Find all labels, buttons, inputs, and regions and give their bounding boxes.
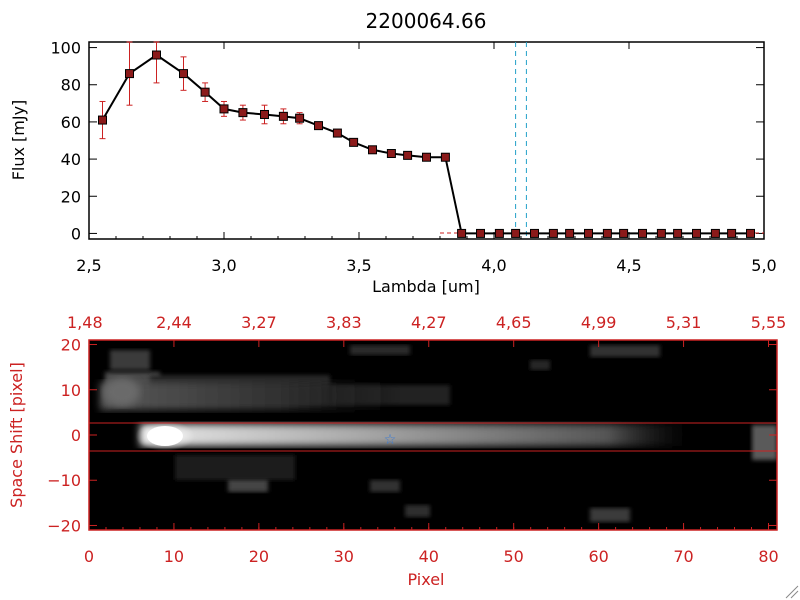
wavelength-tick-label: 3,27 — [241, 313, 277, 332]
pixel-tick-label: 0 — [84, 547, 94, 566]
data-point — [349, 137, 359, 147]
data-point — [368, 145, 377, 155]
wavelength-tick-label: 1,48 — [67, 313, 103, 332]
pixel-tick-label: 80 — [758, 547, 778, 566]
wavelength-tick-label: 3,83 — [326, 313, 362, 332]
data-point — [200, 87, 210, 97]
data-point — [238, 108, 248, 118]
space-shift-axis-label: Space Shift [pixel] — [7, 362, 26, 508]
data-point — [565, 228, 575, 238]
data-point — [494, 228, 504, 238]
data-point — [98, 115, 107, 125]
data-point — [602, 228, 612, 238]
data-point — [727, 228, 737, 238]
top-y-tick-label: 40 — [61, 150, 81, 169]
wavelength-tick-label: 2,44 — [156, 313, 192, 332]
data-point — [619, 228, 629, 238]
data-point — [638, 228, 647, 238]
pixel-tick-label: 40 — [419, 547, 439, 566]
flux-line — [101, 53, 751, 235]
data-point — [710, 228, 720, 238]
x-axis-label: Lambda [um] — [372, 277, 480, 296]
shift-tick-label: 10 — [61, 381, 81, 400]
shift-tick-label: 20 — [61, 336, 81, 355]
wavelength-tick-label: 4,65 — [496, 313, 532, 332]
spectral-image: ☆ 0 10 20 30 40 50 60 70 80 −20 −10 0 10 20 1,48 2,44… — [7, 313, 786, 589]
data-point — [476, 228, 485, 238]
data-point — [692, 228, 701, 238]
data-point — [746, 228, 755, 238]
data-point — [260, 109, 269, 119]
pixel-tick-label: 50 — [504, 547, 524, 566]
data-point — [422, 152, 431, 162]
y-axis-label: Flux [mJy] — [9, 100, 28, 181]
wavelength-tick-label: 5,31 — [666, 313, 702, 332]
top-x-tick-label: 4,5 — [616, 256, 641, 275]
data-point — [530, 228, 539, 238]
bottom-y-ticks: −20 −10 0 10 20 — [47, 336, 777, 535]
top-x-tick-label: 2,5 — [76, 256, 101, 275]
data-point — [125, 69, 134, 79]
wavelength-top-ticks: 1,48 2,44 3,27 3,83 4,27 4,65 4,99 5,31 5,55 — [67, 313, 786, 347]
pixel-tick-label: 30 — [334, 547, 354, 566]
data-point — [656, 228, 666, 238]
top-plot-frame — [88, 41, 765, 240]
pixel-axis-label: Pixel — [407, 570, 444, 589]
resize-grip-icon[interactable] — [785, 585, 799, 599]
pixel-tick-label: 70 — [673, 547, 693, 566]
data-point — [219, 104, 229, 114]
top-y-tick-label: 60 — [61, 113, 81, 132]
data-point — [332, 128, 342, 138]
top-y-tick-label: 80 — [61, 76, 81, 95]
data-point — [295, 113, 305, 123]
top-x-ticks: 2,5 3,0 3,5 4,0 4,5 5,0 — [76, 42, 777, 275]
data-point — [278, 111, 288, 121]
star-marker: ☆ — [384, 432, 397, 448]
data-point — [511, 228, 521, 238]
wavelength-tick-label: 4,99 — [581, 313, 617, 332]
shift-tick-label: 0 — [71, 426, 81, 445]
top-x-tick-label: 4,0 — [481, 256, 506, 275]
wavelength-tick-label: 4,27 — [411, 313, 447, 332]
data-point — [386, 149, 396, 159]
data-point — [457, 228, 467, 238]
data-point — [179, 69, 188, 79]
dashed-lines — [515, 42, 527, 239]
bottom-x-ticks: 0 10 20 30 40 50 60 70 80 — [84, 523, 779, 566]
top-x-tick-label: 3,5 — [346, 256, 371, 275]
pixel-tick-label: 60 — [588, 547, 608, 566]
top-y-tick-label: 100 — [50, 39, 81, 58]
data-point — [314, 121, 323, 131]
pixel-tick-label: 20 — [249, 547, 269, 566]
data-point — [584, 228, 593, 238]
flux-series — [98, 41, 755, 238]
top-y-tick-label: 20 — [61, 187, 81, 206]
data-point — [403, 150, 413, 160]
data-point — [548, 228, 558, 238]
top-x-tick-label: 5,0 — [751, 256, 776, 275]
spectrum-plot: 2,5 3,0 3,5 4,0 4,5 5,0 0 20 40 60 80 100 Lambda [… — [9, 39, 777, 296]
top-y-ticks: 0 20 40 60 80 100 — [50, 39, 764, 243]
data-point — [440, 152, 450, 162]
top-y-tick-label: 0 — [71, 224, 81, 243]
image-pixels — [89, 340, 777, 530]
data-point — [152, 50, 161, 60]
wavelength-tick-label: 5,55 — [751, 313, 787, 332]
shift-tick-label: −10 — [47, 471, 81, 490]
data-point — [673, 228, 683, 238]
pixel-tick-label: 10 — [164, 547, 184, 566]
top-x-tick-label: 3,0 — [211, 256, 236, 275]
chart-title: 2200064.66 — [366, 9, 487, 33]
shift-tick-label: −20 — [47, 516, 81, 535]
